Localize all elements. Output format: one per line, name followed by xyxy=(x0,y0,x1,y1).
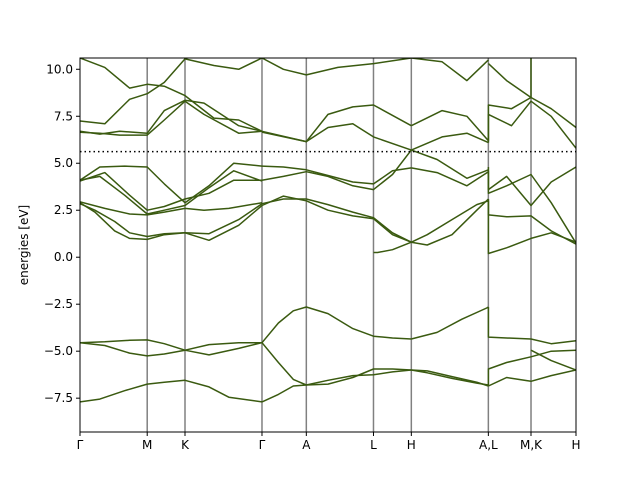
band-line xyxy=(411,306,489,340)
band-line xyxy=(80,203,263,238)
x-axis-ticks: Γ M K Γ A L H A,L M,K H xyxy=(77,432,581,452)
band-line xyxy=(487,63,532,99)
bands xyxy=(80,58,576,403)
band-line xyxy=(487,200,576,245)
band-line xyxy=(80,162,263,204)
y-axis-label: energies [eV] xyxy=(17,205,31,285)
x-tick-label: A,L xyxy=(479,438,498,452)
band-line xyxy=(261,165,412,185)
band-line xyxy=(487,349,576,386)
plot-frame xyxy=(79,57,577,433)
band-line xyxy=(261,104,412,143)
band-line xyxy=(80,341,263,357)
y-tick-label: −7.5 xyxy=(44,391,73,405)
band-line xyxy=(80,379,263,403)
band-line xyxy=(80,339,262,351)
x-tick-label: H xyxy=(407,438,416,452)
band-line xyxy=(261,342,412,386)
y-tick-label: −2.5 xyxy=(44,297,73,311)
y-tick-label: 0.0 xyxy=(54,250,73,264)
band-line xyxy=(487,307,576,345)
x-tick-label: H xyxy=(571,438,580,452)
band-line xyxy=(410,109,489,142)
band-line xyxy=(261,149,412,191)
band-line xyxy=(80,58,263,132)
plot-background xyxy=(80,58,576,432)
x-tick-label: Γ xyxy=(259,438,266,452)
x-tick-label: K xyxy=(181,438,190,452)
band-line xyxy=(80,201,263,216)
band-line xyxy=(80,202,263,242)
y-tick-label: 5.0 xyxy=(54,156,73,170)
band-line xyxy=(411,198,489,246)
band-line xyxy=(80,99,263,135)
band-line xyxy=(411,369,489,387)
band-line xyxy=(487,166,576,207)
x-tick-label: L xyxy=(370,438,377,452)
band-line xyxy=(410,200,489,243)
band-line xyxy=(261,58,412,76)
band-line xyxy=(373,241,412,254)
band-line xyxy=(80,171,262,211)
y-axis-ticks: −7.5 −5.0 −2.5 0.0 2.5 5.0 7.5 10.0 xyxy=(44,62,80,405)
x-tick-label: M,K xyxy=(520,438,543,452)
band-line xyxy=(411,132,489,151)
band-line xyxy=(487,96,576,141)
x-tick-label: M xyxy=(142,438,152,452)
y-tick-label: 10.0 xyxy=(46,62,73,76)
y-tick-label: 2.5 xyxy=(54,203,73,217)
band-line xyxy=(261,198,412,243)
band-line xyxy=(487,199,576,255)
band-line xyxy=(261,369,412,403)
band-line xyxy=(261,195,412,243)
band-line xyxy=(488,369,576,387)
band-line xyxy=(411,58,489,82)
band-line xyxy=(80,58,263,125)
band-line xyxy=(411,167,489,187)
band-line xyxy=(261,306,412,344)
y-tick-label: −5.0 xyxy=(44,344,73,358)
band-line xyxy=(487,100,576,149)
band-line xyxy=(411,149,489,180)
band-line xyxy=(80,170,263,215)
band-line xyxy=(530,349,576,371)
y-tick-label: 7.5 xyxy=(54,109,73,123)
x-tick-label: Γ xyxy=(77,438,84,452)
x-tick-label: A xyxy=(302,438,311,452)
